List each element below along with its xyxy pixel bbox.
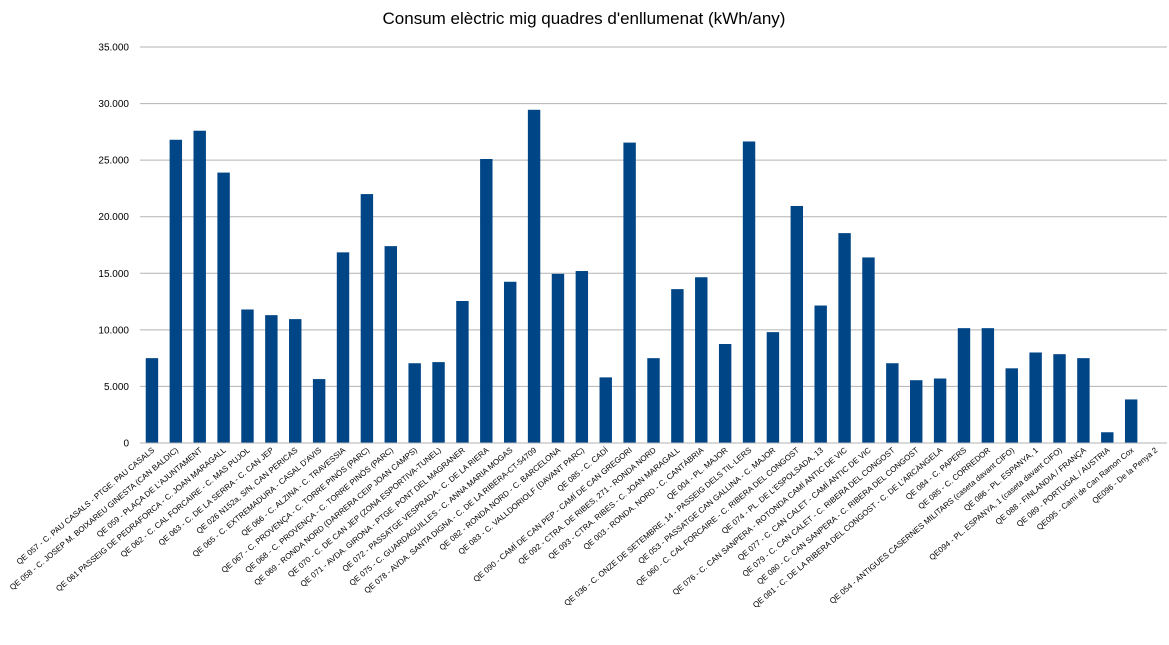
chart-title: Consum elèctric mig quadres d'enllumenat… — [383, 9, 786, 28]
bar — [145, 358, 159, 443]
bar — [456, 301, 469, 443]
bar — [599, 377, 612, 443]
bar — [408, 363, 421, 443]
bar — [981, 328, 995, 443]
y-tick-label: 5.000 — [104, 382, 129, 393]
x-tick-label: QE 058 - C. JOSEP M. BOIXAREU GINESTA (C… — [8, 445, 180, 592]
bar — [1005, 368, 1018, 443]
bar — [289, 319, 302, 443]
bar — [647, 358, 660, 443]
bar — [480, 159, 493, 444]
bar — [957, 328, 971, 443]
bar — [1124, 399, 1138, 443]
y-axis-tick-labels: 0 5.000 10.000 15.000 20.000 25.000 30.000 35.0… — [98, 43, 129, 450]
bar — [886, 363, 899, 443]
bar — [671, 289, 684, 443]
bar — [432, 362, 445, 443]
bar — [623, 142, 636, 443]
bar — [336, 252, 350, 443]
bar — [527, 109, 541, 444]
bar — [814, 305, 827, 443]
y-tick-label: 20.000 — [98, 212, 129, 223]
gridlines — [140, 46, 1167, 444]
bar — [551, 273, 565, 443]
bar — [1101, 432, 1114, 443]
bar — [1053, 354, 1066, 443]
bar — [910, 380, 923, 443]
bar — [360, 194, 374, 443]
bar — [384, 246, 397, 443]
bar — [790, 205, 804, 443]
bar — [169, 139, 183, 443]
bar — [838, 233, 851, 443]
y-tick-label: 0 — [123, 439, 129, 450]
bar — [695, 277, 708, 443]
bar — [766, 332, 780, 443]
bar — [575, 271, 589, 443]
bar — [742, 141, 756, 443]
x-tick-label: QE 061 PASSEIG DE PEDRAFORCA - C. JOAN M… — [54, 445, 228, 593]
bar — [265, 315, 278, 443]
y-tick-label: 25.000 — [98, 156, 129, 167]
bars — [145, 109, 1138, 444]
bar — [312, 379, 326, 443]
y-tick-label: 30.000 — [98, 99, 129, 110]
bar — [1077, 358, 1090, 443]
y-tick-label: 15.000 — [98, 269, 129, 280]
bar — [862, 257, 875, 443]
x-axis-tick-labels: QE 057 - C. PAU CASALS - PTGE. PAU CASAL… — [8, 445, 1160, 610]
bar — [933, 378, 947, 443]
bar — [718, 344, 732, 443]
bar — [193, 130, 206, 443]
y-tick-label: 35.000 — [98, 43, 129, 54]
bar — [241, 309, 254, 443]
bar — [503, 281, 517, 443]
bar — [217, 172, 230, 444]
y-tick-label: 10.000 — [98, 325, 129, 336]
bar — [1029, 352, 1042, 443]
